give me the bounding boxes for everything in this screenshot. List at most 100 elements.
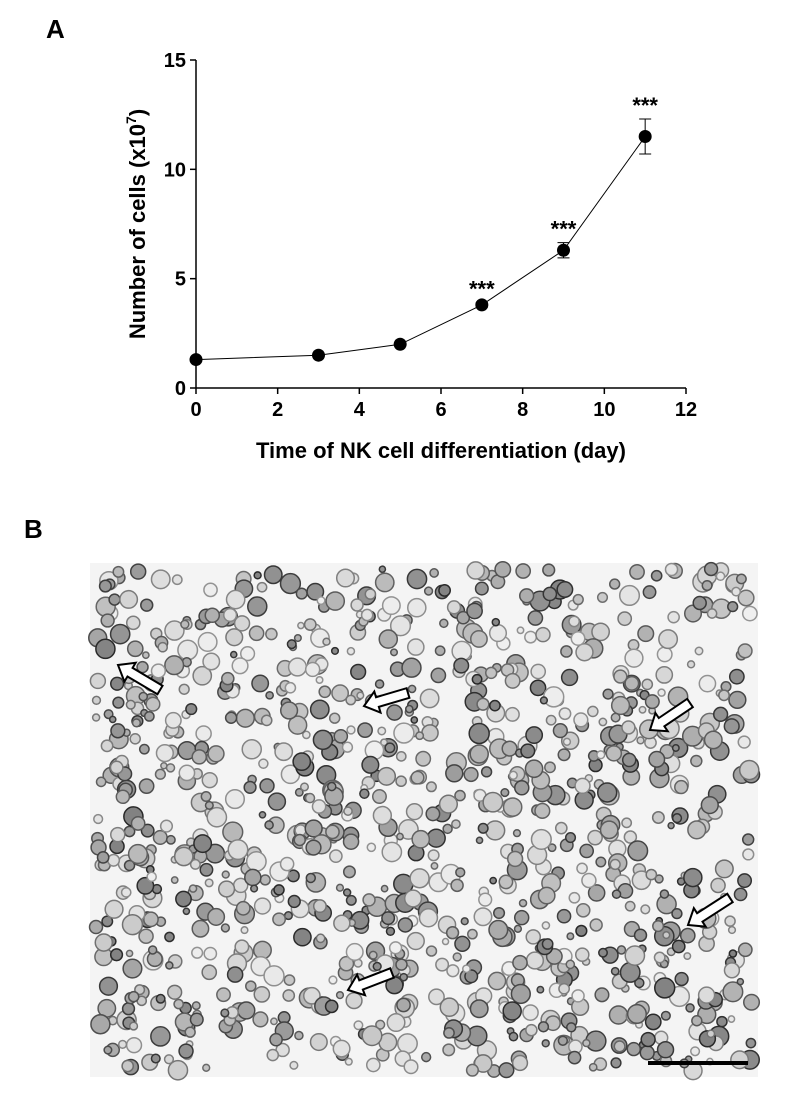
cell <box>410 770 425 785</box>
cell <box>146 871 157 883</box>
cell <box>157 641 168 653</box>
cell <box>253 897 272 915</box>
cell <box>335 990 345 1000</box>
cell <box>504 672 521 689</box>
cell <box>525 726 544 745</box>
cell <box>125 949 134 958</box>
cell <box>127 843 149 865</box>
cell <box>95 638 116 660</box>
cell <box>374 679 385 689</box>
cell <box>519 588 535 604</box>
cell <box>259 778 275 794</box>
arrow <box>362 686 411 715</box>
cell <box>453 657 470 674</box>
cell <box>574 947 590 962</box>
cell <box>330 646 340 655</box>
cell <box>260 714 273 727</box>
cell <box>516 626 525 635</box>
cell <box>626 1003 647 1025</box>
cell <box>409 868 430 889</box>
cell <box>745 1037 757 1049</box>
cell <box>119 589 139 609</box>
cell <box>570 630 586 646</box>
cell <box>150 1053 161 1064</box>
cell <box>476 697 490 711</box>
cell <box>98 976 119 996</box>
cell <box>368 950 378 960</box>
cell <box>498 1062 515 1079</box>
cell <box>741 833 755 846</box>
cell <box>381 596 401 616</box>
cell <box>143 710 155 722</box>
cell <box>165 961 174 970</box>
cell <box>345 894 357 906</box>
cell <box>328 712 341 724</box>
cell <box>629 564 645 580</box>
cell <box>487 971 507 991</box>
cell <box>164 620 185 641</box>
cell <box>515 563 532 579</box>
cell <box>304 661 321 678</box>
arrow <box>686 892 735 928</box>
cell <box>541 938 554 950</box>
cell <box>573 712 589 728</box>
cell <box>690 1046 701 1057</box>
cell <box>362 893 376 907</box>
cell <box>621 817 633 829</box>
cell <box>328 975 338 985</box>
cell <box>377 766 397 786</box>
cell <box>100 739 114 753</box>
x-tick-label: 4 <box>354 399 366 421</box>
y-tick-label: 0 <box>175 378 186 400</box>
cell <box>165 763 176 773</box>
x-tick-label: 6 <box>435 399 446 421</box>
cell <box>435 957 450 972</box>
cell <box>202 1063 211 1072</box>
cell <box>109 760 124 775</box>
cell <box>89 672 107 690</box>
cell <box>188 884 198 893</box>
cell <box>293 633 302 643</box>
cell <box>263 565 283 585</box>
cell <box>473 907 493 927</box>
cell <box>557 1035 569 1046</box>
cell <box>450 878 464 893</box>
cell <box>504 706 520 722</box>
cell <box>252 1011 269 1028</box>
cell <box>512 954 528 971</box>
cell <box>637 625 655 643</box>
cell <box>633 928 648 942</box>
cell <box>716 1015 728 1028</box>
cell <box>613 1040 626 1053</box>
cell <box>439 997 460 1018</box>
cell <box>460 917 469 926</box>
cell <box>742 993 761 1011</box>
y-axis-label-part: Number of cells (x10 <box>125 124 150 339</box>
data-point <box>312 348 325 362</box>
x-tick-label: 12 <box>675 399 697 421</box>
cell <box>147 945 158 955</box>
cell <box>489 699 501 712</box>
cell <box>202 652 221 671</box>
cell <box>640 1031 656 1048</box>
cell <box>645 868 658 881</box>
cell <box>737 735 751 749</box>
cell <box>518 898 528 908</box>
cell <box>664 562 679 577</box>
cell <box>434 645 446 657</box>
cell <box>565 959 576 970</box>
cell <box>155 993 166 1004</box>
x-tick-label: 8 <box>517 399 528 421</box>
cell <box>345 991 363 1010</box>
cell <box>656 1040 675 1059</box>
cell <box>529 679 547 697</box>
cell <box>617 611 633 627</box>
cell <box>697 986 716 1004</box>
cell <box>185 702 198 716</box>
cell <box>605 745 623 762</box>
cell <box>442 1043 456 1057</box>
cell <box>94 933 114 952</box>
cell <box>427 849 440 862</box>
cell <box>164 931 175 943</box>
cell <box>297 621 305 630</box>
